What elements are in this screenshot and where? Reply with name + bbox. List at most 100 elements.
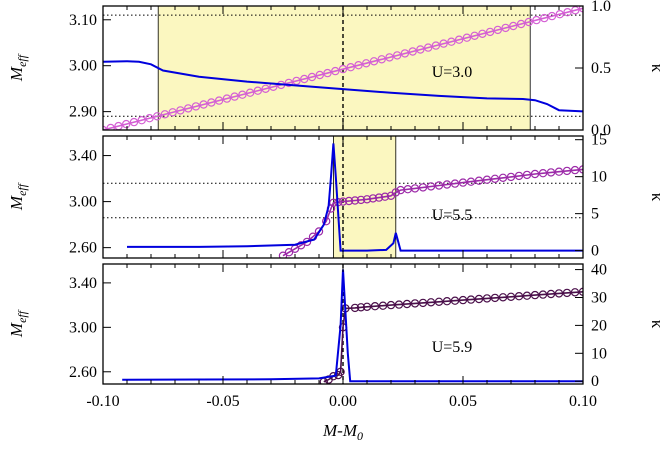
meff-marker xyxy=(570,165,580,175)
series-group xyxy=(127,143,583,258)
meff-marker xyxy=(176,106,185,115)
meff-line xyxy=(103,7,583,130)
meff-marker xyxy=(331,66,340,76)
meff-marker xyxy=(424,43,433,52)
y-tick-label: 3.00 xyxy=(69,58,97,75)
meff-marker xyxy=(207,98,216,107)
meff-marker xyxy=(538,290,548,299)
meff-marker xyxy=(129,117,139,127)
meff-marker xyxy=(222,94,232,103)
meff-marker xyxy=(578,6,583,13)
meff-marker xyxy=(474,176,484,185)
meff-marker xyxy=(501,23,510,33)
meff-marker xyxy=(410,299,420,308)
kappa-line xyxy=(103,60,583,113)
meff-marker xyxy=(284,78,293,88)
meff-marker xyxy=(362,195,372,204)
meff-marker xyxy=(300,74,309,84)
meff-marker xyxy=(490,293,500,303)
meff-marker xyxy=(377,55,386,64)
meff-marker xyxy=(439,39,448,48)
meff-marker xyxy=(378,301,388,310)
meff-marker xyxy=(261,84,270,94)
kappa-line xyxy=(122,269,583,383)
meff-marker xyxy=(434,181,444,190)
y-tick-label-right: 20 xyxy=(591,317,607,334)
series-group xyxy=(122,269,583,384)
meff-marker xyxy=(498,173,508,182)
meff-marker xyxy=(466,177,476,186)
panel-annotation: U=5.9 xyxy=(432,339,473,356)
kappa-line xyxy=(127,143,583,252)
meff-marker xyxy=(354,60,363,70)
series-group xyxy=(103,6,583,130)
meff-marker xyxy=(554,289,564,298)
meff-marker xyxy=(570,288,580,297)
meff-marker xyxy=(506,172,516,182)
y-tick-label: 3.40 xyxy=(69,275,97,292)
meff-marker xyxy=(578,165,583,174)
y-tick-label-right: 30 xyxy=(591,289,607,306)
meff-marker xyxy=(482,294,492,303)
meff-marker xyxy=(307,72,317,82)
meff-marker xyxy=(530,169,540,179)
meff-marker xyxy=(555,10,565,19)
meff-marker xyxy=(356,195,366,205)
meff-marker xyxy=(315,70,324,80)
meff-marker xyxy=(386,300,396,310)
y-tick-label-right: 0.5 xyxy=(591,60,611,77)
meff-marker xyxy=(538,168,548,178)
meff-marker xyxy=(346,62,355,72)
meff-marker xyxy=(253,86,262,95)
meff-marker xyxy=(368,194,378,203)
meff-marker xyxy=(418,183,428,192)
meff-marker xyxy=(344,196,354,206)
meff-marker xyxy=(323,68,332,78)
meff-marker xyxy=(509,21,518,31)
meff-marker xyxy=(554,167,564,176)
meff-marker xyxy=(160,110,170,119)
meff-marker xyxy=(431,41,441,50)
meff-marker xyxy=(410,184,420,193)
meff-marker xyxy=(540,13,549,23)
y-axis-label: Meff xyxy=(7,53,29,82)
meff-marker xyxy=(314,227,324,236)
meff-marker xyxy=(462,33,472,42)
meff-marker xyxy=(402,299,412,309)
meff-marker xyxy=(350,303,360,313)
y-tick-label-right: 15 xyxy=(591,132,607,149)
y-axis-label: Meff xyxy=(7,182,29,211)
meff-marker xyxy=(547,11,557,21)
meff-marker xyxy=(106,123,115,130)
meff-marker xyxy=(434,297,444,306)
meff-marker xyxy=(458,295,468,305)
meff-marker xyxy=(408,47,417,56)
meff-marker xyxy=(168,108,177,117)
y-tick-label-right: 1.0 xyxy=(591,0,611,15)
meff-marker xyxy=(498,293,508,302)
meff-marker xyxy=(370,302,380,311)
x-tick-label: 0.05 xyxy=(449,393,477,410)
meff-marker xyxy=(450,296,460,305)
meff-marker xyxy=(516,19,526,29)
shaded-region xyxy=(157,5,531,131)
y-tick-label: 2.60 xyxy=(69,240,97,257)
meff-marker xyxy=(380,192,390,201)
meff-marker xyxy=(338,197,348,206)
panel-1: 2.90 3.00 3.10 0.0 0.5 1.0 Meff κ U=3.0 xyxy=(7,0,664,139)
meff-marker xyxy=(426,182,436,191)
meff-marker xyxy=(145,113,154,123)
meff-marker xyxy=(416,45,425,54)
meff-marker xyxy=(374,193,384,202)
meff-marker xyxy=(506,292,516,301)
meff-marker xyxy=(426,298,436,307)
meff-marker xyxy=(571,6,580,15)
meff-marker xyxy=(152,112,162,121)
meff-marker xyxy=(418,298,428,308)
y-tick-label: 3.00 xyxy=(69,194,97,211)
meff-marker xyxy=(338,64,348,74)
meff-line xyxy=(323,291,583,383)
meff-marker xyxy=(350,196,360,205)
meff-marker xyxy=(482,175,492,184)
